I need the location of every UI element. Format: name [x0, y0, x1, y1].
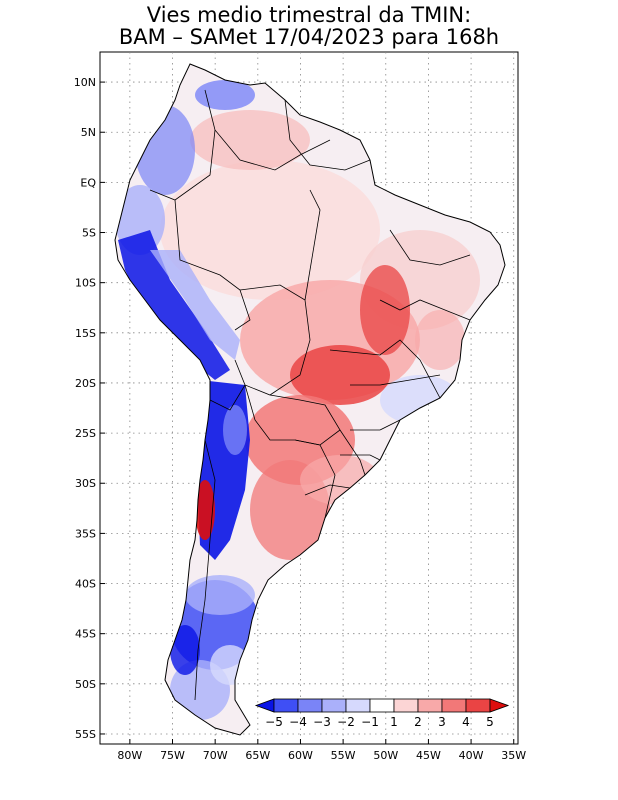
colorbar-label: 4	[462, 715, 470, 729]
lon-tick-label: 55W	[331, 749, 356, 762]
latitude-labels: 10N 5N EQ 5S 10S 15S 20S 25S 30S 35S 40S 45S 50S 55S	[74, 76, 105, 741]
lat-tick-label: 5N	[81, 126, 96, 139]
colorbar-label: −5	[265, 715, 283, 729]
colorbar-label: −2	[337, 715, 355, 729]
colorbar-label: −3	[313, 715, 331, 729]
map-title-line-2: BAM – SAMet 17/04/2023 para 168h	[118, 25, 500, 49]
colorbar-segment	[273, 698, 299, 713]
lon-tick-label: 80W	[117, 749, 142, 762]
lat-tick-label: 50S	[75, 678, 96, 691]
lat-tick-label: 5S	[82, 227, 96, 240]
longitude-labels: 80W 75W 70W 65W 60W 55W 50W 45W 40W 35W	[117, 739, 526, 762]
lat-tick-label: 45S	[75, 628, 96, 641]
lat-tick-label: 40S	[75, 578, 96, 591]
color-bar: −5 −4 −3 −2 −1 1 2 3 4 5	[254, 698, 510, 729]
lon-tick-label: 60W	[288, 749, 313, 762]
lat-tick-label: EQ	[80, 176, 96, 189]
colorbar-upper-arrow	[489, 698, 510, 713]
lon-tick-label: 50W	[373, 749, 398, 762]
lat-tick-label: 30S	[75, 477, 96, 490]
lat-tick-label: 55S	[75, 728, 96, 741]
map-title-line-1: Vies medio trimestral da TMIN:	[146, 3, 472, 27]
colorbar-segment	[465, 698, 491, 713]
colorbar-segment	[369, 698, 395, 713]
colorbar-label: 5	[486, 715, 494, 729]
lat-tick-label: 10S	[75, 277, 96, 290]
colorbar-label: 1	[390, 715, 398, 729]
lat-tick-label: 25S	[75, 427, 96, 440]
colorbar-segment	[297, 698, 323, 713]
lon-tick-label: 65W	[245, 749, 270, 762]
colorbar-segment	[345, 698, 371, 713]
lat-tick-label: 20S	[75, 377, 96, 390]
lon-tick-label: 45W	[416, 749, 441, 762]
lon-tick-label: 75W	[160, 749, 185, 762]
lat-tick-label: 10N	[74, 76, 96, 89]
colorbar-segment	[393, 698, 419, 713]
colorbar-label: 2	[414, 715, 422, 729]
colorbar-segment	[441, 698, 467, 713]
country-borders	[149, 89, 471, 701]
lat-tick-label: 15S	[75, 327, 96, 340]
bias-field	[115, 64, 505, 735]
lon-tick-label: 35W	[501, 749, 526, 762]
colorbar-label: −1	[361, 715, 379, 729]
coastline	[114, 63, 506, 736]
colorbar-segment	[321, 698, 347, 713]
colorbar-label: 3	[438, 715, 446, 729]
lat-tick-label: 35S	[75, 527, 96, 540]
colorbar-segment	[417, 698, 443, 713]
lon-tick-label: 40W	[459, 749, 484, 762]
colorbar-label: −4	[289, 715, 307, 729]
lon-tick-label: 70W	[203, 749, 228, 762]
